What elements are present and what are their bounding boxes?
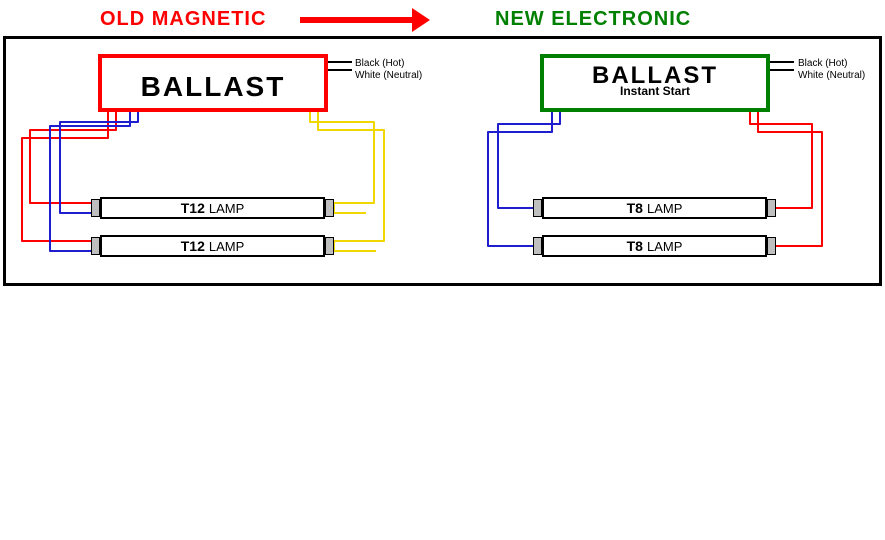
left-ballast-title: BALLAST bbox=[102, 58, 324, 103]
right-lamp1-cap-right bbox=[767, 199, 776, 217]
left-power-labels: Black (Hot) White (Neutral) bbox=[355, 58, 422, 82]
left-lamp1-cap-left bbox=[91, 199, 100, 217]
left-lamp2: T12 LAMP bbox=[100, 235, 325, 257]
left-ballast-box: BALLAST bbox=[98, 54, 328, 112]
left-lamp2-label: LAMP bbox=[209, 239, 244, 254]
label-white-neutral: White (Neutral) bbox=[355, 70, 422, 82]
right-lamp2-cap-left bbox=[533, 237, 542, 255]
right-ballast-box: BALLAST Instant Start bbox=[540, 54, 770, 112]
right-lamp2-type: T8 bbox=[627, 238, 643, 254]
label-black-hot: Black (Hot) bbox=[355, 58, 422, 70]
right-lamp1-type: T8 bbox=[627, 200, 643, 216]
right-lamp2-label: LAMP bbox=[647, 239, 682, 254]
left-lamp2-cap-left bbox=[91, 237, 100, 255]
left-lamp1: T12 LAMP bbox=[100, 197, 325, 219]
diagram-canvas: OLD MAGNETIC NEW ELECTRONIC BALLAST Blac… bbox=[0, 0, 885, 290]
left-lamp2-cap-right bbox=[325, 237, 334, 255]
right-lamp2: T8 LAMP bbox=[542, 235, 767, 257]
right-lamp1: T8 LAMP bbox=[542, 197, 767, 219]
left-lamp2-type: T12 bbox=[181, 238, 205, 254]
right-power-labels: Black (Hot) White (Neutral) bbox=[798, 58, 865, 82]
label-white-neutral: White (Neutral) bbox=[798, 70, 865, 82]
label-black-hot: Black (Hot) bbox=[798, 58, 865, 70]
right-lamp1-cap-left bbox=[533, 199, 542, 217]
left-lamp1-cap-right bbox=[325, 199, 334, 217]
right-ballast-subtitle: Instant Start bbox=[544, 84, 766, 98]
right-lamp1-label: LAMP bbox=[647, 201, 682, 216]
left-lamp1-type: T12 bbox=[181, 200, 205, 216]
right-lamp2-cap-right bbox=[767, 237, 776, 255]
left-lamp1-label: LAMP bbox=[209, 201, 244, 216]
